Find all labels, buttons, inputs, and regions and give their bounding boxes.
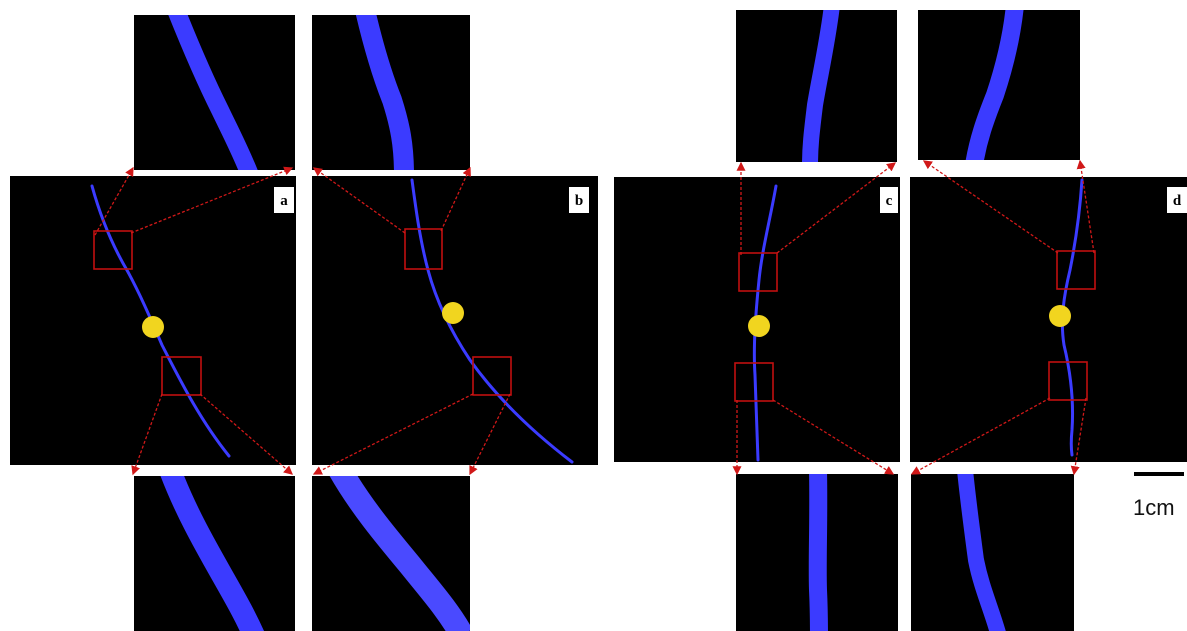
inset-a-bottom [134, 476, 295, 631]
inset-b-top [312, 15, 470, 170]
panel-c-label-box [880, 187, 898, 213]
panel-a-roi-bottom [161, 356, 202, 396]
panel-c: c [614, 177, 900, 462]
connector-arrows [94, 159, 1095, 476]
panel-c-label: c [886, 193, 893, 209]
scale-bar [1134, 472, 1184, 476]
panel-a: a [10, 176, 296, 465]
panel-b-roi-top [404, 228, 443, 270]
panel-a-label: a [280, 193, 288, 209]
panel-b-label: b [575, 193, 583, 209]
panel-b-marker [442, 302, 464, 324]
panel-a-marker [142, 316, 164, 338]
panel-b-label-box [569, 187, 589, 213]
panel-a-label-box [274, 187, 294, 213]
panel-d-label: d [1173, 193, 1182, 209]
inset-c-top [736, 10, 897, 162]
panel-d-roi-bottom [1048, 361, 1088, 401]
inset-c-bottom [736, 474, 898, 631]
panel-d-roi-top [1056, 250, 1096, 290]
panel-b-vessel [410, 178, 574, 464]
panel-b: b [312, 176, 598, 465]
panel-d-marker [1049, 305, 1071, 327]
inset-d-bottom [911, 474, 1074, 631]
scale-bar-label: 1cm [1133, 495, 1175, 520]
panel-d-vessel [1060, 178, 1084, 457]
panel-b-roi-bottom [472, 356, 512, 396]
panel-c-marker [748, 315, 770, 337]
inset-a-top [134, 15, 295, 170]
inset-b-bottom [312, 476, 470, 631]
panel-d-image [910, 177, 1187, 462]
inset-d-top [918, 10, 1080, 160]
panel-a-roi-top [93, 230, 133, 270]
panel-c-roi-top [738, 252, 778, 292]
panel-d-label-box [1167, 187, 1187, 213]
panel-d: d [910, 177, 1187, 462]
panel-c-roi-bottom [734, 362, 774, 402]
